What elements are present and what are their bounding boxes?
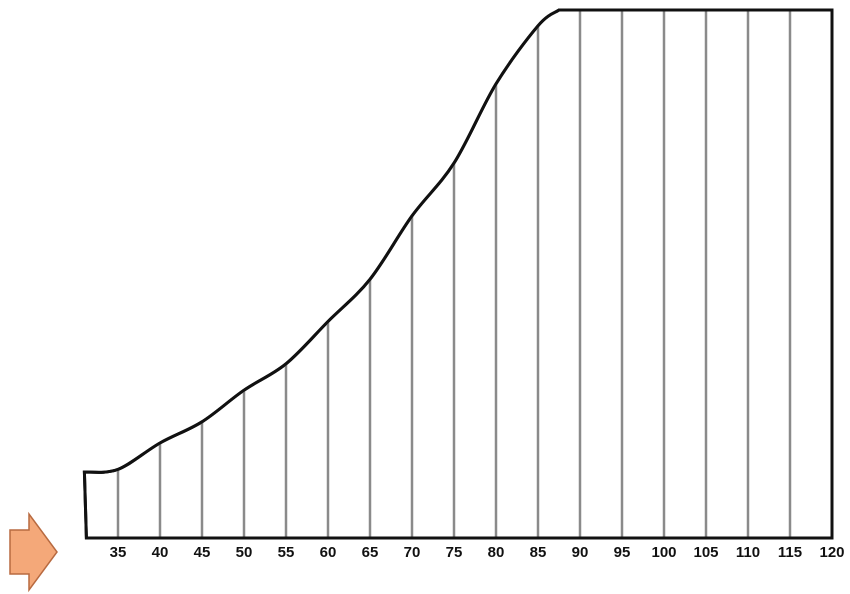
x-tick-label: 80 [488,544,505,561]
x-tick-label: 105 [693,544,718,561]
x-tick-label: 35 [110,544,127,561]
x-tick-label: 45 [194,544,211,561]
x-tick-label: 75 [446,544,463,561]
x-tick-label: 90 [572,544,589,561]
curve-outline-stroke [82,8,834,540]
x-tick-label: 55 [278,544,295,561]
arrow-right-icon [9,511,58,593]
x-tick-label: 40 [152,544,169,561]
gridlines [116,10,792,538]
curve-outline [82,8,834,540]
x-tick-label: 65 [362,544,379,561]
x-tick-label: 100 [651,544,676,561]
x-tick-label: 85 [530,544,547,561]
x-tick-label: 60 [320,544,337,561]
x-tick-label: 70 [404,544,421,561]
x-tick-label: 50 [236,544,253,561]
x-tick-label: 115 [778,544,802,561]
x-tick-label: 110 [736,544,760,561]
x-tick-labels: 35 40 45 50 55 60 65 70 75 80 85 90 95 100 105 110 115 12… [110,544,845,561]
x-tick-label: 95 [614,544,631,561]
x-tick-label: 120 [819,544,844,561]
